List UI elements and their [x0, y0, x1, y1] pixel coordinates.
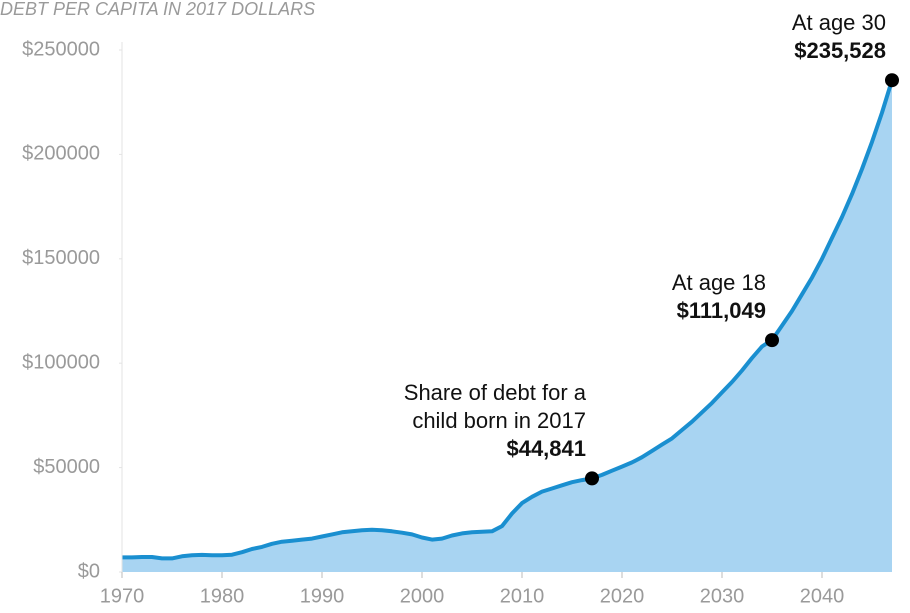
- annotation-text: Share of debt for a: [404, 380, 587, 405]
- x-tick-label: 2010: [500, 585, 545, 607]
- x-tick-label: 2040: [800, 585, 845, 607]
- y-tick-label: $100000: [22, 351, 100, 373]
- line: [122, 79, 894, 561]
- x-tick-label: 2000: [400, 585, 445, 607]
- annotation-point: [765, 333, 779, 348]
- chart-title: DEBT PER CAPITA IN 2017 DOLLARS: [0, 0, 315, 19]
- x-tick-label: 1980: [200, 585, 245, 607]
- annotation-text: At age 30: [792, 10, 886, 35]
- annotation-text: child born in 2017: [412, 408, 586, 433]
- area: [122, 80, 892, 572]
- y-tick-label: $0: [78, 560, 100, 582]
- y-tick-label: $50000: [33, 456, 100, 478]
- x-tick-label: 2020: [600, 585, 645, 607]
- y-tick-label: $200000: [22, 143, 100, 165]
- annotation-value: $111,049: [677, 298, 766, 323]
- x-tick-label: 1990: [300, 585, 345, 607]
- y-tick-label: $250000: [22, 38, 100, 60]
- x-tick-label: 1970: [100, 585, 145, 607]
- x-tick-label: 2030: [700, 585, 745, 607]
- annotation-value: $44,841: [506, 436, 586, 461]
- annotation-point: [585, 471, 599, 486]
- y-tick-label: $150000: [22, 247, 100, 269]
- annotation-point: [885, 73, 899, 88]
- annotation-value: $235,528: [794, 38, 886, 63]
- annotation-text: At age 18: [672, 270, 766, 295]
